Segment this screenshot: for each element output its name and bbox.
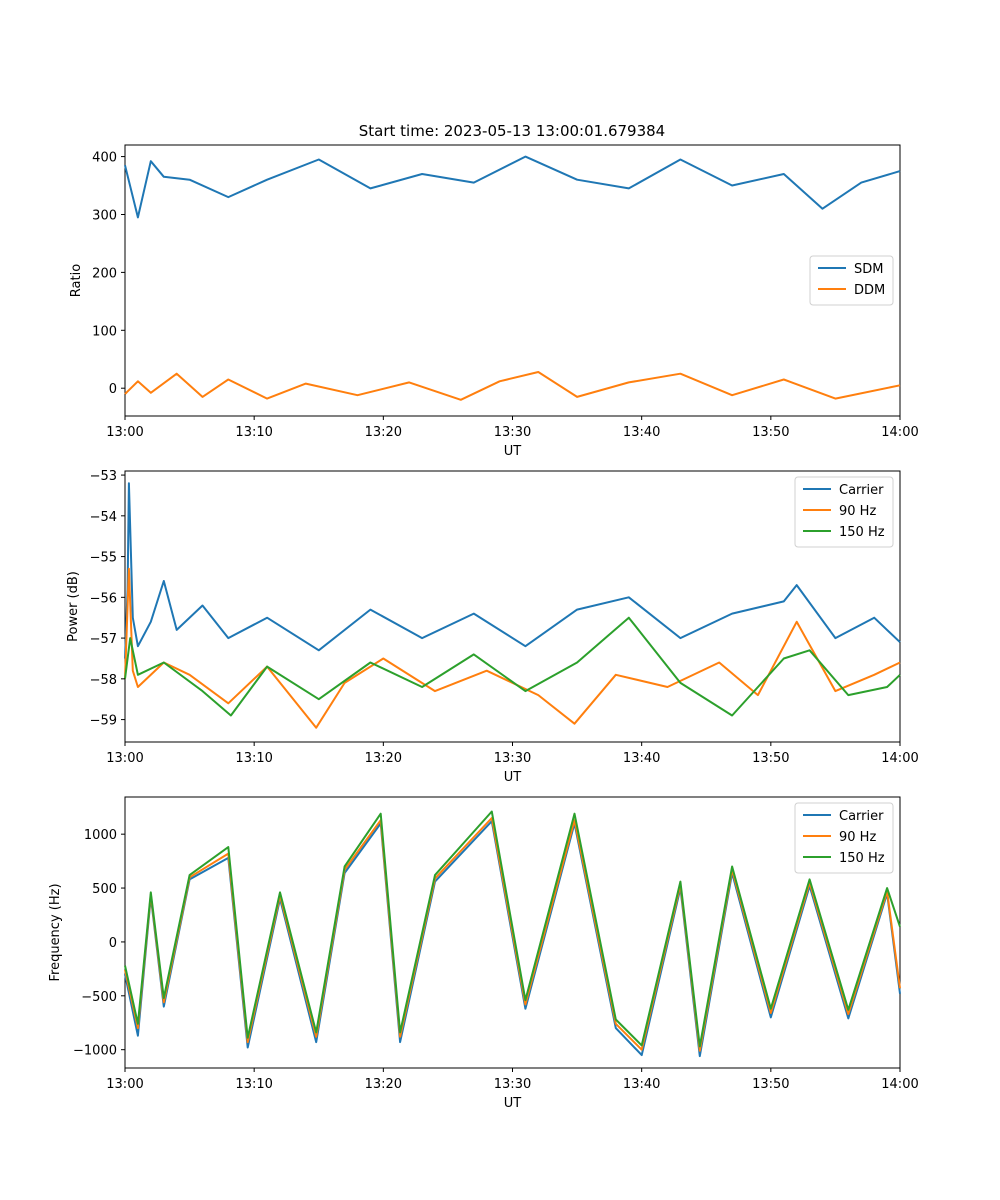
series-line-90hz: [124, 817, 901, 1052]
x-tick-label: 14:00: [881, 1077, 918, 1092]
x-tick-label: 13:10: [235, 1077, 272, 1092]
y-tick-layer: −59 −58 −57 −56 −55 −54 −53: [90, 469, 125, 729]
y-tick-label: −55: [90, 551, 117, 566]
legend-item-150hz: 150 Hz: [803, 525, 885, 540]
y-tick-label: −58: [90, 673, 117, 688]
legend-label: Carrier: [839, 809, 884, 824]
x-tick-layer: 13:00 13:10 13:20 13:30 13:40 13:50 14:00: [106, 416, 919, 440]
series-layer: [124, 482, 901, 729]
x-axis-label: UT: [504, 770, 522, 785]
legend-item-ddm: DDM: [818, 283, 885, 298]
panel-power: −59−58−57−56−55−54−53 13:00 13:10 13:20 13:…: [66, 469, 919, 785]
legend-item-150hz: 150 Hz: [803, 851, 885, 866]
x-tick-label: 13:00: [106, 425, 143, 440]
y-tick-label: −500: [81, 990, 117, 1005]
legend-item-carrier: Carrier: [803, 809, 884, 824]
x-tick-label: 13:20: [365, 425, 402, 440]
x-tick-label: 13:40: [623, 751, 660, 766]
legend: Carrier 90 Hz 150 Hz: [794, 802, 894, 874]
y-axis-label: Ratio: [69, 264, 84, 297]
x-tick-label: 13:00: [106, 751, 143, 766]
legend-item-90hz: 90 Hz: [803, 830, 876, 845]
x-tick-label: 13:40: [623, 425, 660, 440]
legend-item-90hz: 90 Hz: [803, 504, 876, 519]
series-line-ddm: [124, 371, 901, 401]
series-line-90hz: [124, 567, 901, 729]
y-tick-label: −59: [90, 714, 117, 729]
x-tick-label: 13:50: [752, 751, 789, 766]
x-tick-label: 14:00: [881, 425, 918, 440]
legend-label: 150 Hz: [839, 851, 885, 866]
legend-label: Carrier: [839, 483, 884, 498]
y-tick-label: 0: [109, 382, 117, 397]
legend: Carrier 90 Hz 150 Hz: [794, 476, 894, 548]
y-tick-label: 200: [92, 266, 117, 281]
legend-label: SDM: [854, 262, 883, 277]
legend-item-carrier: Carrier: [803, 483, 884, 498]
x-tick-label: 13:50: [752, 1077, 789, 1092]
series-line-150hz: [124, 616, 901, 717]
legend: SDM DDM: [809, 255, 894, 306]
y-axis-label: Power (dB): [66, 571, 81, 642]
series-line-sdm: [124, 155, 901, 219]
figure-title: Start time: 2023-05-13 13:00:01.679384: [359, 122, 665, 140]
x-tick-label: 13:00: [106, 1077, 143, 1092]
plot-frame: [124, 470, 901, 743]
series-line-carrier: [124, 820, 901, 1058]
y-tick-label: 100: [92, 324, 117, 339]
y-tick-label: −57: [90, 632, 117, 647]
x-tick-layer: 13:00 13:10 13:20 13:30 13:40 13:50 14:00: [106, 1068, 919, 1092]
x-tick-label: 14:00: [881, 751, 918, 766]
y-tick-label: 1000: [84, 828, 117, 843]
x-tick-label: 13:30: [494, 751, 531, 766]
x-tick-layer: 13:00 13:10 13:20 13:30 13:40 13:50 14:00: [106, 742, 919, 766]
legend-label: 150 Hz: [839, 525, 885, 540]
y-tick-layer: −1000 −500 0 500 1000: [73, 828, 125, 1059]
x-tick-label: 13:30: [494, 1077, 531, 1092]
y-axis-label: Frequency (Hz): [48, 883, 63, 981]
legend-box: [794, 476, 894, 548]
legend-label: 90 Hz: [839, 830, 876, 845]
x-axis-label: UT: [504, 1096, 522, 1111]
x-tick-label: 13:10: [235, 751, 272, 766]
legend-box: [794, 802, 894, 874]
x-tick-label: 13:10: [235, 425, 272, 440]
y-tick-label: −56: [90, 591, 117, 606]
x-tick-label: 13:20: [365, 1077, 402, 1092]
x-tick-label: 13:20: [365, 751, 402, 766]
y-tick-label: 500: [92, 882, 117, 897]
legend-item-sdm: SDM: [818, 262, 883, 277]
x-tick-label: 13:30: [494, 425, 531, 440]
x-tick-label: 13:40: [623, 1077, 660, 1092]
legend-label: DDM: [854, 283, 885, 298]
y-tick-layer: 0 100 200 300 400: [92, 151, 125, 397]
plot-frame: [124, 144, 901, 417]
y-tick-label: −54: [90, 510, 117, 525]
y-tick-label: 300: [92, 208, 117, 223]
series-line-carrier: [124, 482, 901, 659]
series-layer: [124, 155, 901, 401]
y-tick-label: −53: [90, 469, 117, 484]
series-line-150hz: [124, 810, 901, 1048]
x-axis-label: UT: [504, 444, 522, 459]
x-tick-label: 13:50: [752, 425, 789, 440]
y-tick-label: 400: [92, 151, 117, 166]
legend-label: 90 Hz: [839, 504, 876, 519]
y-tick-label: 0: [109, 936, 117, 951]
y-tick-label: −1000: [73, 1044, 117, 1059]
series-layer: [124, 810, 901, 1058]
